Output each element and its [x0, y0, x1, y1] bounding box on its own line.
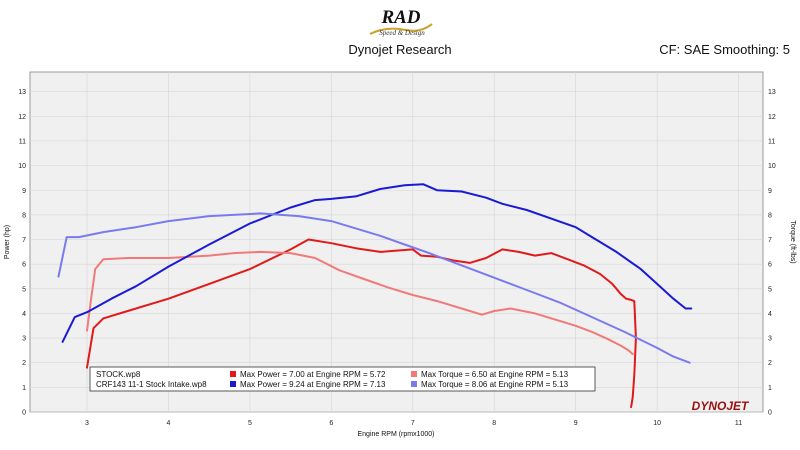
y-axis-label: Power (hp) [4, 225, 11, 259]
legend-swatch-crf-torque [411, 381, 417, 387]
legend-swatch-stock-torque [411, 371, 417, 377]
series-crf-power-line [61, 183, 693, 343]
y2-tick-label: 10 [768, 163, 776, 170]
legend-crf-torque: Max Torque = 8.06 at Engine RPM = 5.13 [421, 380, 569, 389]
y-tick-label: 4 [22, 311, 26, 318]
correction-factor-label: CF: SAE Smoothing: 5 [659, 42, 790, 57]
y-tick-label: 0 [22, 410, 26, 417]
y-tick-label: 2 [22, 360, 26, 367]
legend-stock-torque: Max Torque = 6.50 at Engine RPM = 5.13 [421, 370, 569, 379]
x-tick-label: 3 [85, 420, 89, 427]
y-tick-label: 7 [22, 237, 26, 244]
x-tick-label: 5 [248, 420, 252, 427]
y2-tick-label: 0 [768, 410, 772, 417]
x-tick-label: 10 [653, 420, 661, 427]
y2-tick-label: 6 [768, 262, 772, 269]
legend-stock-power: Max Power = 7.00 at Engine RPM = 5.72 [240, 370, 386, 379]
x-tick-label: 9 [574, 420, 578, 427]
x-tick-label: 6 [329, 420, 333, 427]
series-crf-torque-line [57, 212, 691, 364]
x-axis-label: Engine RPM (rpmx1000) [357, 431, 434, 438]
grid [30, 72, 763, 413]
legend-swatch-crf-power [230, 381, 236, 387]
rad-logo: RAD Speed & Design [369, 7, 433, 37]
y-tick-label: 12 [18, 114, 26, 121]
y-tick-label: 8 [22, 212, 26, 219]
page-title: Dynojet Research [348, 42, 452, 57]
y-tick-label: 3 [22, 336, 26, 343]
y2-tick-label: 13 [768, 89, 776, 96]
dynojet-logo: DYNOJET [692, 399, 750, 413]
y2-tick-label: 9 [768, 188, 772, 195]
x-tick-label: 8 [492, 420, 496, 427]
x-tick-label: 7 [411, 420, 415, 427]
series-stock-torque-line [86, 250, 634, 356]
y2-tick-label: 8 [768, 212, 772, 219]
axis-ticks: 3 4 5 6 7 8 9 10 1101234567891011121301234567891… [18, 89, 776, 427]
y2-tick-label: 5 [768, 286, 772, 293]
logo-text: RAD [380, 7, 420, 28]
y-tick-label: 9 [22, 188, 26, 195]
x-tick-label: 4 [167, 420, 171, 427]
series [57, 183, 693, 409]
y-tick-label: 1 [22, 385, 26, 392]
legend-crf-power: Max Power = 9.24 at Engine RPM = 7.13 [240, 380, 386, 389]
y2-tick-label: 1 [768, 385, 772, 392]
y-tick-label: 6 [22, 262, 26, 269]
y2-tick-label: 3 [768, 336, 772, 343]
y2-tick-label: 4 [768, 311, 772, 318]
y-tick-label: 11 [19, 138, 26, 145]
legend: STOCK.wp8 Max Power = 7.00 at Engine RPM… [89, 366, 596, 392]
legend-swatch-stock-power [230, 371, 236, 377]
y-tick-label: 10 [18, 163, 26, 170]
y2-tick-label: 12 [768, 114, 776, 121]
y2-tick-label: 2 [768, 360, 772, 367]
legend-file-stock: STOCK.wp8 [96, 370, 141, 379]
y2-axis-label: Torque (ft-lbs) [789, 220, 796, 263]
legend-file-crf: CRF143 11-1 Stock Intake.wp8 [96, 380, 207, 389]
logo-swoosh [369, 23, 433, 35]
y-tick-label: 5 [22, 286, 26, 293]
y2-tick-label: 11 [768, 138, 775, 145]
legend-box [89, 366, 596, 392]
y2-tick-label: 7 [768, 237, 772, 244]
series-stock-power-line [86, 238, 637, 409]
logo-subtext: Speed & Design [379, 29, 425, 37]
x-tick-label: 11 [735, 420, 742, 427]
y-tick-label: 13 [18, 89, 26, 96]
